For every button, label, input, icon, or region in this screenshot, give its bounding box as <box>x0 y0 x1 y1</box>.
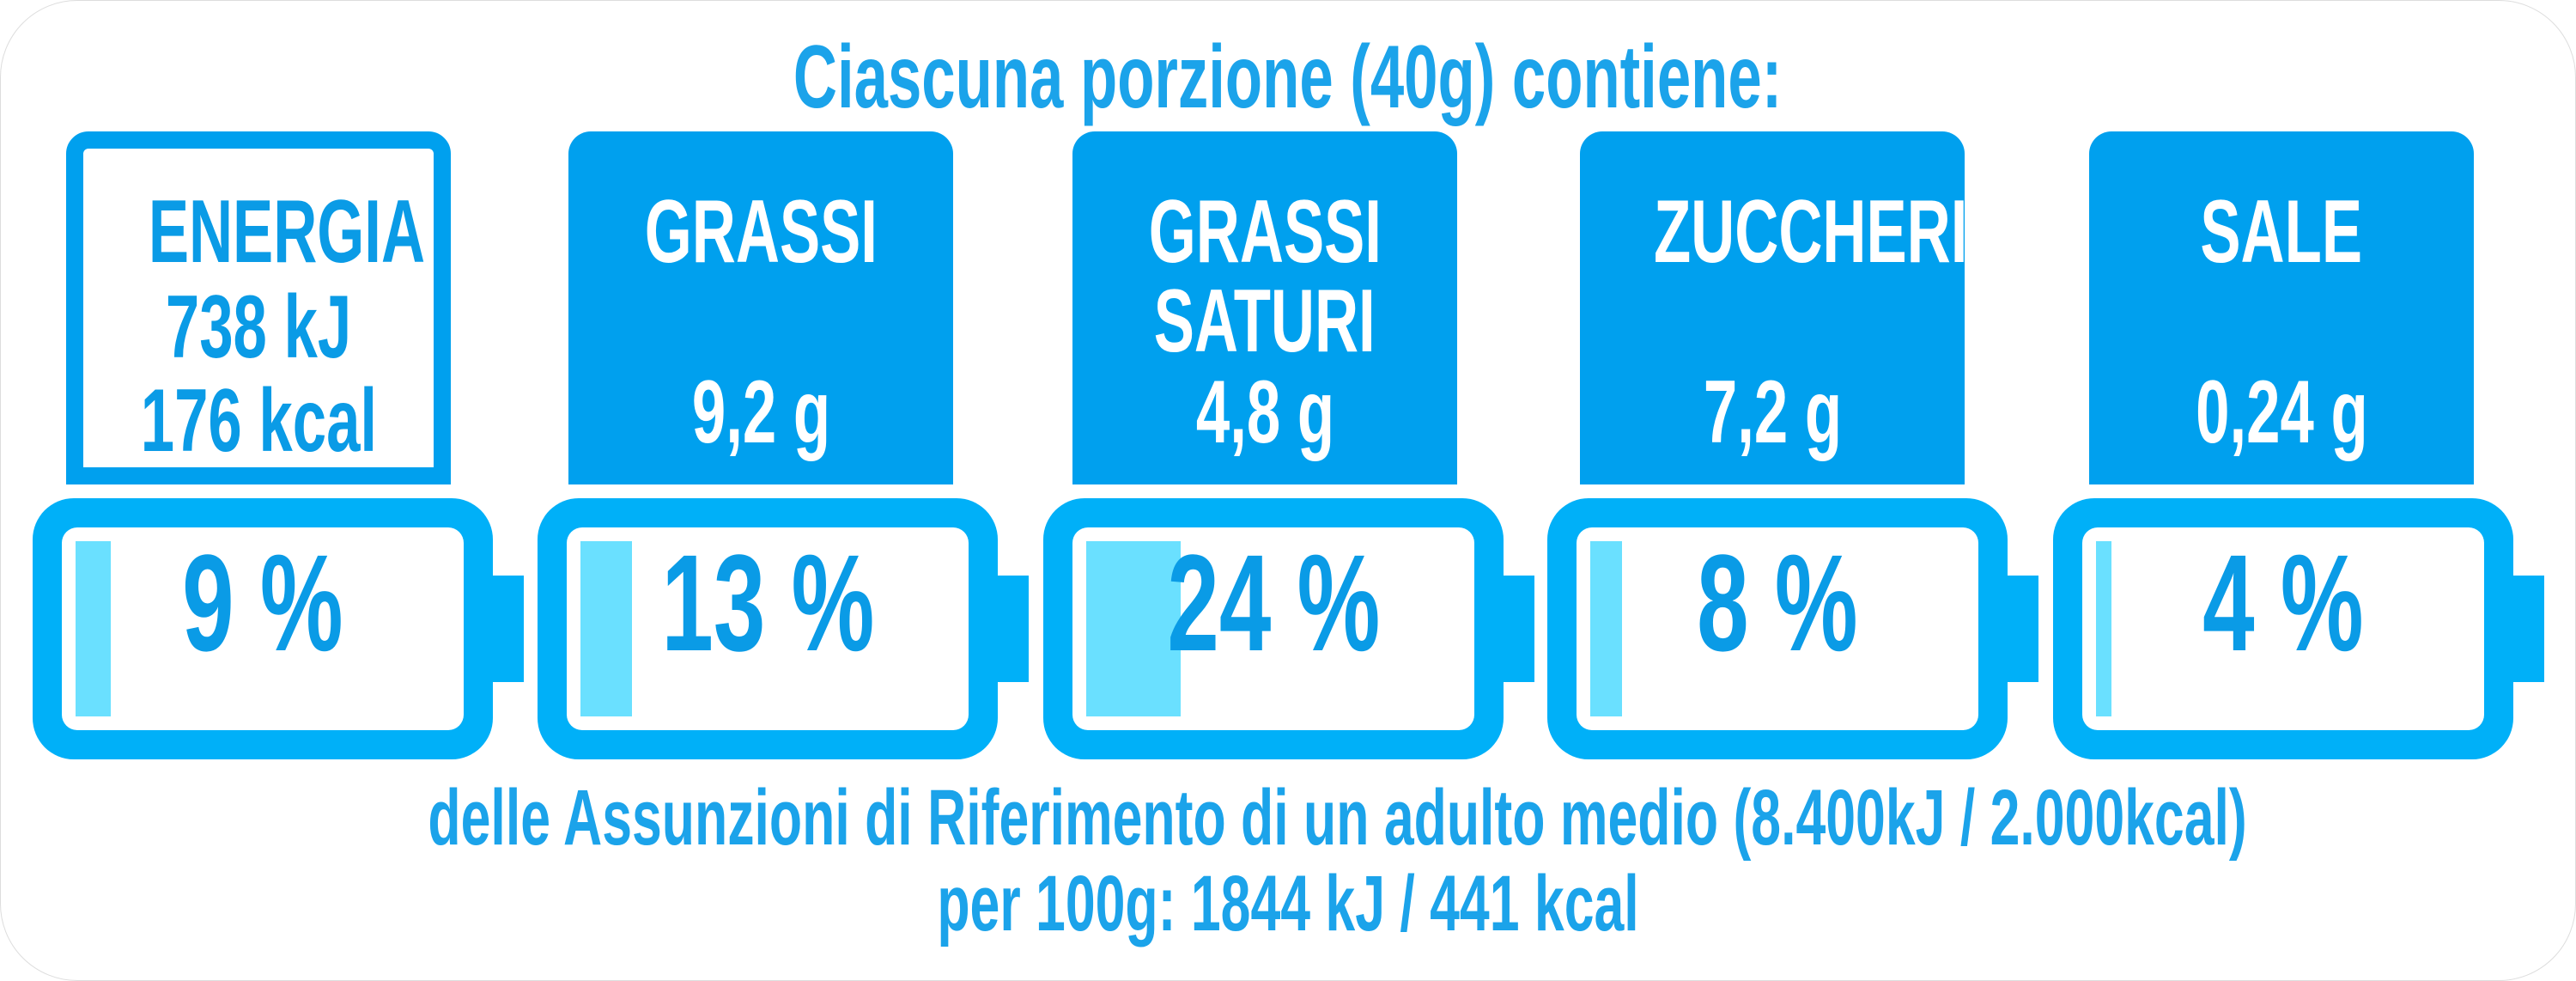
battery-gauge-energia: 9 % <box>33 498 524 759</box>
nutrient-label-line2: SATURI <box>1153 271 1376 371</box>
per-100g-note: per 100g: 1844 kJ / 441 kcal <box>937 860 1639 947</box>
portion-title: Ciascuna porzione (40g) contiene: <box>793 27 1783 127</box>
battery-terminal <box>2513 576 2544 682</box>
reference-intake-note: delle Assunzioni di Riferimento di un ad… <box>428 774 2247 862</box>
nutrient-label: ENERGIA <box>148 182 426 282</box>
battery-fill <box>1086 541 1181 716</box>
battery-fill <box>1590 541 1622 716</box>
percent-label: 24 % <box>1167 526 1380 679</box>
battery-terminal <box>493 576 524 682</box>
battery-terminal <box>2008 576 2038 682</box>
nutrient-box-zuccheri: ZUCCHERI 7,2 g <box>1580 131 1968 484</box>
nutrient-label: ZUCCHERI <box>1653 182 1968 282</box>
battery-gauge-zuccheri: 8 % <box>1547 498 2038 759</box>
percent-label: 4 % <box>2202 526 2364 679</box>
battery-fill <box>580 541 632 716</box>
nutrient-box-grassi: GRASSI 9,2 g <box>568 131 953 484</box>
nutrient-value: 7,2 g <box>1703 363 1842 462</box>
nutrient-box-sale: SALE 0,24 g <box>2089 131 2474 484</box>
percent-label: 8 % <box>1697 526 1858 679</box>
nutrient-value: 4,8 g <box>1195 363 1334 462</box>
energy-kj: 738 kJ <box>165 277 352 377</box>
nutrient-label: GRASSI <box>1148 182 1382 282</box>
battery-gauge-grassi: 13 % <box>538 498 1029 759</box>
percent-label: 13 % <box>661 526 874 679</box>
nutrient-value: 0,24 g <box>2195 363 2368 462</box>
battery-terminal <box>1504 576 1534 682</box>
nutrient-box-energia: ENERGIA 738 kJ 176 kcal <box>66 131 451 484</box>
battery-terminal <box>998 576 1029 682</box>
percent-label: 9 % <box>182 526 343 679</box>
battery-fill <box>2096 541 2112 716</box>
energy-kcal: 176 kcal <box>140 371 377 471</box>
battery-fill <box>76 541 112 716</box>
nutrient-label: SALE <box>2200 182 2363 282</box>
battery-gauge-sale: 4 % <box>2053 498 2544 759</box>
battery-gauge-grassi-saturi: 24 % <box>1043 498 1534 759</box>
nutrient-label: GRASSI <box>644 182 878 282</box>
nutrient-value: 9,2 g <box>691 363 830 462</box>
nutrient-box-grassi-saturi: GRASSI SATURI 4,8 g <box>1072 131 1457 484</box>
